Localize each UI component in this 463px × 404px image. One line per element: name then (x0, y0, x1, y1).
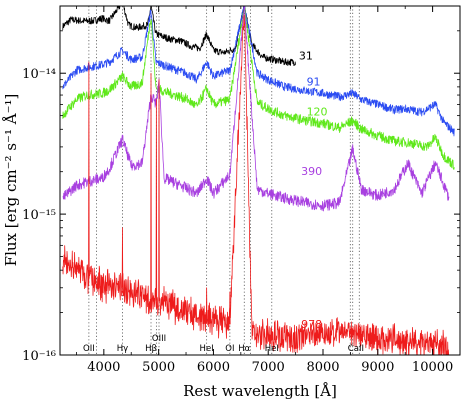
epoch-label-978: 978 (301, 318, 322, 331)
spectra-series (62, 6, 455, 355)
spectrum-spike (121, 227, 124, 288)
emission-line-label: Hβ (145, 344, 157, 354)
emission-line-label: OIII (152, 334, 166, 344)
x-tick-label: 6000 (197, 360, 230, 375)
x-tick-label: 10000 (412, 360, 453, 375)
x-tick-label: 8000 (306, 360, 339, 375)
x-tick-label: 7000 (252, 360, 285, 375)
x-axis-title: Rest wavelength [Å] (183, 382, 337, 400)
x-axis-ticks: 4000 5000 6000 7000 8000 9000 10000 (76, 6, 461, 375)
x-tick-label: 5000 (142, 360, 175, 375)
epoch-labels: 31 91 120 390 978 (299, 50, 328, 332)
spectrum-spike (150, 72, 152, 299)
spectrum-spike (155, 99, 158, 301)
epoch-label-31: 31 (299, 50, 313, 63)
spectrum-spike (158, 79, 160, 302)
emission-line-label: HeI (265, 344, 279, 354)
emission-line-label: HeI (200, 344, 214, 354)
spectrum-spike (205, 287, 208, 320)
y-tick-label: 10⁻¹⁴ (22, 67, 56, 82)
spectrum-spike (229, 291, 231, 325)
spectrum-line-978 (62, 14, 450, 355)
plot-background (60, 6, 460, 355)
emission-line-label: Hγ (117, 344, 128, 354)
spectrum-line-31 (62, 6, 296, 66)
emission-line-label: OII (83, 344, 95, 354)
x-tick-label: 9000 (361, 360, 394, 375)
y-axis-title: Flux [erg cm⁻² s⁻¹ Å⁻¹] (2, 94, 20, 267)
epoch-label-390: 390 (301, 165, 322, 178)
spectrum-line-91 (62, 6, 455, 137)
emission-line-label: CaII (348, 344, 364, 354)
spectrum-spike (88, 61, 90, 279)
epoch-label-120: 120 (307, 106, 328, 119)
y-tick-label: 10⁻¹⁶ (22, 349, 56, 364)
y-axis-ticks: 10⁻¹⁶ 10⁻¹⁵ 10⁻¹⁴ (22, 5, 460, 364)
plot-frame (59, 5, 461, 356)
emission-line-label: Hα (238, 344, 250, 354)
x-tick-label: 4000 (87, 360, 120, 375)
spectrum-line-390 (62, 6, 450, 212)
spectrum-line-120 (62, 7, 455, 170)
epoch-label-91: 91 (307, 75, 321, 88)
y-tick-label: 10⁻¹⁵ (22, 208, 56, 223)
emission-line-label: OI (225, 344, 234, 354)
